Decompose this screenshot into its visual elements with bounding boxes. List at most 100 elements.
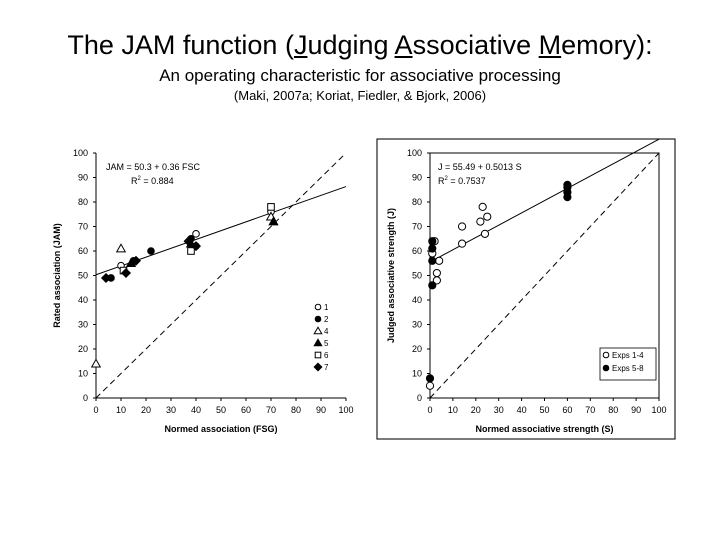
y-tick-label: 60	[412, 246, 422, 256]
x-tick-label: 100	[651, 405, 666, 415]
x-tick-label: 60	[562, 405, 572, 415]
data-point	[428, 256, 437, 265]
x-tick-label: 0	[93, 405, 98, 415]
data-point	[428, 244, 437, 253]
y-tick-label: 0	[417, 393, 422, 403]
x-tick-label: 30	[166, 405, 176, 415]
x-tick-label: 20	[141, 405, 151, 415]
x-tick-label: 70	[585, 405, 595, 415]
y-tick-label: 100	[407, 148, 422, 158]
y-tick-label: 10	[78, 369, 88, 379]
page-subtitle: An operating characteristic for associat…	[159, 66, 561, 85]
legend-label: 7	[324, 363, 329, 372]
legend-label: Exps 1-4	[612, 351, 644, 360]
identity-line	[429, 152, 660, 399]
x-tick-label: 0	[427, 405, 432, 415]
data-point	[428, 281, 437, 290]
data-point	[432, 268, 441, 278]
x-tick-label: 40	[517, 405, 527, 415]
data-point	[435, 256, 444, 265]
data-point	[267, 203, 275, 211]
identity-line	[95, 152, 347, 399]
x-tick-label: 10	[116, 405, 126, 415]
y-tick-label: 20	[78, 344, 88, 354]
x-tick-label: 70	[266, 405, 276, 415]
y-tick-label: 90	[78, 173, 88, 183]
x-tick-label: 50	[216, 405, 226, 415]
y-tick-label: 40	[412, 295, 422, 305]
y-tick-label: 50	[412, 271, 422, 281]
y-tick-label: 100	[73, 148, 88, 158]
x-tick-label: 10	[448, 405, 458, 415]
x-tick-label: 20	[471, 405, 481, 415]
legend-marker	[313, 326, 323, 335]
legend-marker	[313, 338, 323, 347]
y-tick-label: 40	[78, 295, 88, 305]
y-axis-label: Judged associative strength (J)	[386, 208, 396, 343]
legend-label: 1	[324, 303, 329, 312]
legend-marker	[313, 362, 323, 372]
legend-label: 5	[324, 339, 329, 348]
legend-label: 4	[324, 327, 329, 336]
y-tick-label: 30	[78, 320, 88, 330]
x-tick-label: 60	[241, 405, 251, 415]
x-tick-label: 40	[191, 405, 201, 415]
x-axis-label: Normed association (FSG)	[164, 424, 277, 434]
y-tick-label: 0	[83, 393, 88, 403]
chart-frame	[376, 138, 676, 440]
data-point	[425, 374, 435, 383]
y-tick-label: 80	[78, 197, 88, 207]
data-point	[115, 243, 127, 253]
x-tick-label: 50	[539, 405, 549, 415]
data-point	[190, 241, 202, 252]
data-point	[147, 247, 155, 255]
legend-label: 2	[324, 315, 329, 324]
data-point	[478, 202, 487, 212]
page-title: The JAM function (Judging Associative Me…	[67, 30, 653, 60]
data-point	[90, 358, 102, 368]
data-point	[483, 212, 492, 221]
data-point	[268, 216, 279, 226]
data-point	[428, 237, 437, 246]
jam-chart-left: 0 10 20 30 40 50 60 70 80 90 100 0 10 20 30 40 50 60 70 80 9…	[52, 148, 354, 434]
x-tick-label: 90	[631, 405, 641, 415]
jam-chart-right: 0 10 20 30 40 50 60 70 80 90 100 0 10 20 30 40 50 60 70 80 9…	[376, 138, 676, 440]
regression-equation: JAM = 50.3 + 0.36 FSC	[106, 162, 201, 172]
y-axis-label: Rated association (JAM)	[52, 223, 62, 328]
y-tick-label: 20	[412, 344, 422, 354]
y-tick-label: 30	[412, 320, 422, 330]
legend-label: 6	[324, 351, 329, 360]
legend-box	[599, 347, 657, 381]
data-point	[130, 255, 142, 266]
y-tick-label: 70	[412, 222, 422, 232]
data-point	[425, 381, 435, 390]
x-tick-label: 100	[338, 405, 353, 415]
legend-marker	[314, 351, 322, 359]
data-point	[192, 230, 200, 238]
x-tick-label: 30	[494, 405, 504, 415]
x-tick-label: 80	[608, 405, 618, 415]
data-point	[100, 272, 112, 283]
data-point	[476, 217, 485, 226]
x-tick-label: 90	[316, 405, 326, 415]
r-squared-label: R2 = 0.884	[131, 176, 174, 186]
r-squared-label: R2 = 0.7537	[438, 176, 486, 186]
y-tick-label: 10	[412, 369, 422, 379]
y-tick-label: 70	[78, 222, 88, 232]
data-point	[563, 180, 572, 189]
data-point	[480, 229, 490, 238]
data-point	[120, 268, 132, 279]
regression-equation: J = 55.49 + 0.5013 S	[438, 162, 522, 172]
data-point	[187, 247, 195, 255]
y-tick-label: 80	[412, 197, 422, 207]
data-point	[457, 239, 467, 248]
x-tick-label: 80	[291, 405, 301, 415]
data-point	[183, 236, 194, 247]
y-tick-label: 50	[78, 271, 88, 281]
legend-marker	[602, 364, 610, 372]
y-tick-label: 90	[412, 173, 422, 183]
legend-label: Exps 5-8	[612, 364, 644, 373]
y-tick-label: 60	[78, 246, 88, 256]
legend-marker	[314, 315, 322, 323]
x-axis-label: Normed associative strength (S)	[475, 424, 613, 434]
